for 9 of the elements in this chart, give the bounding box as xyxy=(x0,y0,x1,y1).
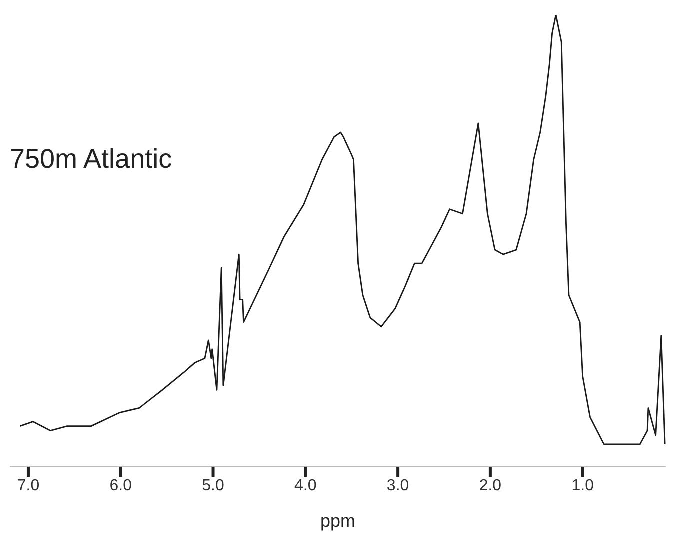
x-tick-label: 4.0 xyxy=(294,477,317,494)
x-tick-label: 6.0 xyxy=(110,477,132,494)
x-axis-title: ppm xyxy=(320,511,356,531)
x-tick-label: 2.0 xyxy=(479,477,502,494)
x-tick-label: 3.0 xyxy=(386,477,410,494)
x-tick-label: 5.0 xyxy=(202,477,224,494)
x-tick-label: 7.0 xyxy=(17,477,40,494)
x-tick-label: 1.0 xyxy=(572,477,594,494)
annotation: 750m Atlantic xyxy=(10,144,172,175)
